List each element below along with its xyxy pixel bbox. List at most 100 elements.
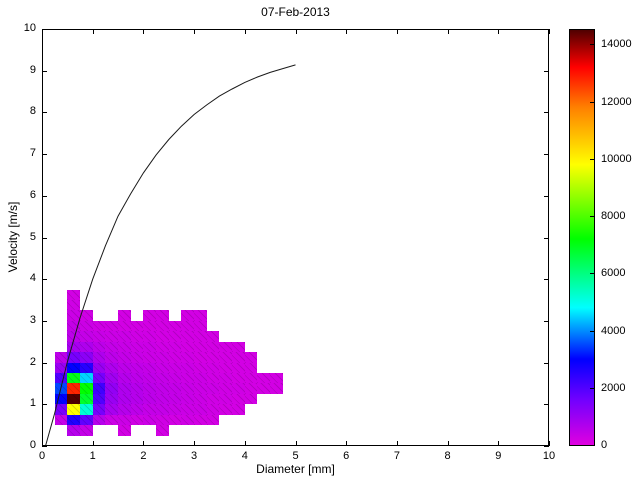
tick-mark [549, 29, 550, 34]
terminal-velocity-curve [45, 64, 296, 446]
heatmap-cell [92, 383, 106, 394]
heatmap-cell [156, 352, 169, 363]
tick-mark [396, 29, 398, 34]
heatmap-cell [105, 352, 119, 363]
tick-mark [544, 362, 549, 364]
tick-mark [544, 154, 549, 156]
heatmap-cell [168, 383, 182, 394]
heatmap-cell [194, 414, 207, 426]
heatmap-cell [181, 320, 195, 332]
tick-mark [42, 112, 47, 114]
colorbar-tick-mark [590, 445, 594, 446]
heatmap-cell [67, 383, 81, 394]
tick-mark [143, 441, 145, 446]
heatmap-cell [156, 310, 169, 321]
heatmap-cell [181, 383, 195, 394]
heatmap-cell [130, 414, 144, 426]
heatmap-cell [67, 393, 81, 405]
heatmap-cell [143, 383, 157, 394]
tick-mark [346, 29, 348, 34]
heatmap-cell [156, 331, 169, 342]
heatmap-cell [143, 373, 157, 384]
heatmap-cell [143, 331, 157, 342]
heatmap-cell [219, 373, 233, 384]
heatmap-cell [130, 383, 144, 394]
colorbar-tick-mark [590, 216, 594, 218]
heatmap-cell [143, 310, 157, 321]
heatmap-cell [156, 373, 169, 384]
tick-mark [544, 320, 549, 322]
heatmap-cell [206, 331, 220, 342]
y-tick-label: 8 [29, 105, 36, 118]
heatmap-cell [143, 404, 157, 415]
heatmap-cell [244, 393, 258, 405]
colorbar-tick-label: 0 [601, 439, 608, 451]
heatmap-cell [80, 352, 93, 363]
tick-mark [42, 404, 47, 406]
tick-mark [544, 279, 549, 281]
heatmap-cell [244, 362, 258, 374]
heatmap-cell [244, 352, 258, 363]
heatmap-cell [67, 404, 81, 415]
heatmap-cell [105, 320, 119, 332]
heatmap-cell [67, 352, 81, 363]
colorbar-tick-mark [590, 273, 594, 275]
heatmap-cell [181, 331, 195, 342]
heatmap-cell [92, 320, 106, 332]
y-tick-label: 1 [29, 397, 36, 410]
tick-mark [42, 154, 47, 156]
heatmap-cell [206, 352, 220, 363]
heatmap-cell [194, 404, 207, 415]
heatmap-cell [181, 362, 195, 374]
plot-area [42, 29, 550, 447]
heatmap-cell [118, 373, 131, 384]
heatmap-cell [105, 331, 119, 342]
heatmap-cell [181, 414, 195, 426]
x-tick-label: 5 [292, 450, 299, 462]
heatmap-cell [92, 362, 106, 374]
y-tick-label: 5 [29, 230, 36, 243]
heatmap-cell [143, 320, 157, 332]
heatmap-cell [232, 393, 245, 405]
heatmap-cell [130, 404, 144, 415]
heatmap-cell [118, 425, 131, 436]
heatmap-cell [156, 362, 169, 374]
heatmap-cell [118, 383, 131, 394]
tick-mark [544, 112, 549, 114]
heatmap-cell [206, 414, 220, 426]
tick-mark [92, 441, 94, 446]
heatmap-cell [67, 373, 81, 384]
heatmap-cell [168, 393, 182, 405]
colorbar-tick-label: 4000 [601, 324, 626, 337]
heatmap-cell [67, 414, 81, 426]
heatmap-cell [194, 352, 207, 363]
tick-mark [42, 237, 47, 239]
heatmap-cell [194, 310, 207, 321]
y-tick-label: 4 [29, 272, 36, 285]
heatmap-cell [206, 393, 220, 405]
heatmap-cell [257, 383, 271, 394]
heatmap-cell [118, 320, 131, 332]
heatmap-cell [143, 341, 157, 353]
colorbar-tick-label: 8000 [601, 210, 626, 223]
heatmap-cell [92, 404, 106, 415]
heatmap-cell [130, 393, 144, 405]
colorbar-tick-label: 10000 [601, 152, 632, 165]
heatmap-cell [168, 320, 182, 332]
tick-mark [346, 441, 348, 446]
heatmap-cell [67, 289, 81, 301]
heatmap-cell [130, 352, 144, 363]
heatmap-cell [244, 383, 258, 394]
heatmap-cell [118, 404, 131, 415]
tick-mark [295, 441, 297, 446]
heatmap-cell [54, 352, 68, 363]
x-tick-label: 10 [542, 450, 556, 462]
heatmap-cell [194, 383, 207, 394]
heatmap-cell [156, 414, 169, 426]
heatmap-cell [105, 414, 119, 426]
heatmap-cell [194, 393, 207, 405]
heatmap-cell [156, 320, 169, 332]
x-tick-label: 2 [140, 450, 147, 462]
colorbar-tick-label: 12000 [601, 95, 632, 108]
